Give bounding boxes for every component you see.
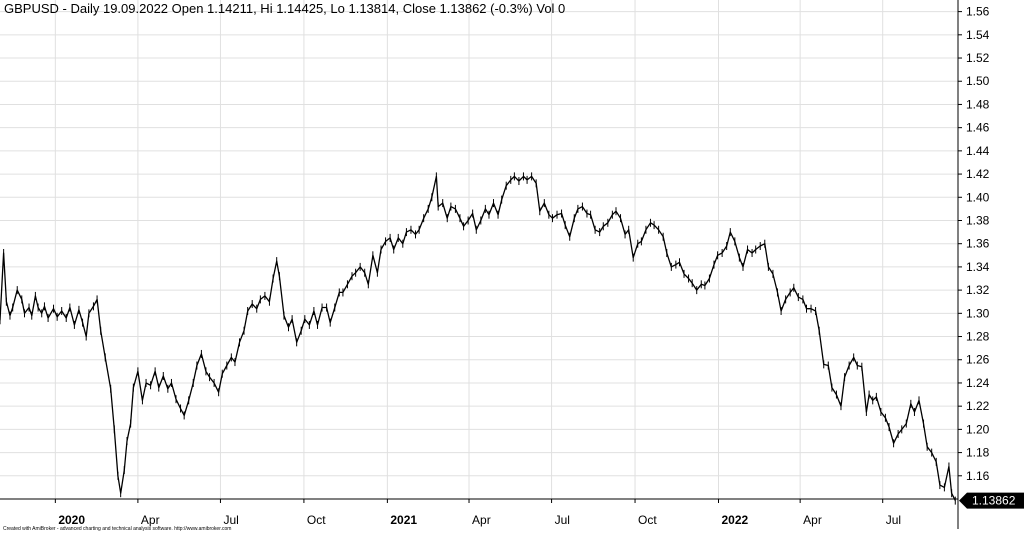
last-value-marker: 1.13862 [959,492,1024,509]
y-tick-label: 1.38 [966,213,990,227]
y-tick-label: 1.30 [966,306,990,320]
y-tick-label: 1.18 [966,446,990,460]
x-tick-label: 2022 [722,513,749,527]
y-tick-label: 1.54 [966,28,990,42]
y-tick-label: 1.16 [966,469,990,483]
y-tick-label: 1.50 [966,74,990,88]
y-tick-label: 1.32 [966,283,990,297]
x-tick-label: Oct [307,513,326,527]
x-tick-label: Apr [472,513,491,527]
x-tick-label: Apr [803,513,822,527]
y-tick-label: 1.28 [966,330,990,344]
y-tick-label: 1.56 [966,5,990,19]
y-tick-label: 1.22 [966,399,990,413]
x-tick-label: Jul [555,513,570,527]
y-tick-label: 1.48 [966,97,990,111]
x-tick-label: Apr [141,513,160,527]
y-tick-label: 1.36 [966,237,990,251]
chart-title: GBPUSD - Daily 19.09.2022 Open 1.14211, … [4,1,565,16]
y-tick-label: 1.44 [966,144,990,158]
y-axis: 1.56 1.54 1.52 1.50 1.48 1.46 1.44 1.42 1.40 1.38… [957,0,990,529]
x-tick-label: Jul [886,513,901,527]
y-tick-label: 1.46 [966,121,990,135]
last-value-label: 1.13862 [972,494,1016,508]
x-tick-label: 2020 [58,513,85,527]
y-tick-label: 1.20 [966,422,990,436]
y-tick-label: 1.52 [966,51,990,65]
y-tick-label: 1.24 [966,376,990,390]
y-tick-label: 1.42 [966,167,990,181]
y-tick-label: 1.40 [966,190,990,204]
last-value-badge [959,492,1024,509]
chart-grid [0,0,958,499]
price-line [0,175,956,501]
x-tick-label: Jul [223,513,238,527]
y-tick-label: 1.26 [966,353,990,367]
price-series [0,172,956,505]
x-axis: 2020 Apr Jul Oct 2021 Apr Jul Oct 2022 Apr Jul [0,498,958,527]
x-tick-label: 2021 [390,513,417,527]
x-tick-label: Oct [638,513,657,527]
credit-text: Created with AmiBroker - advanced charti… [3,526,231,532]
y-tick-label: 1.34 [966,260,990,274]
